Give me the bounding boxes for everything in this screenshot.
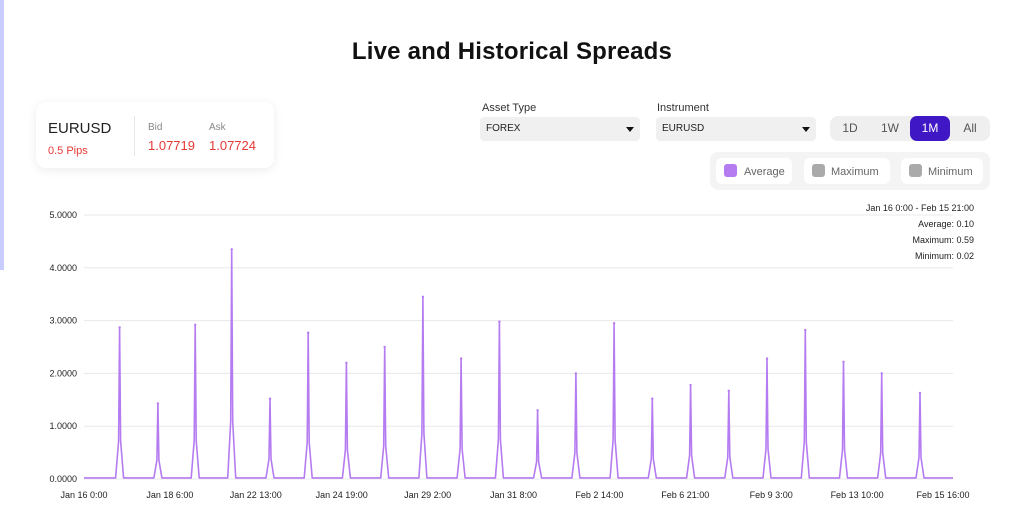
spread-peak-point xyxy=(842,360,845,363)
spread-peak-point xyxy=(307,331,310,334)
page-title: Live and Historical Spreads xyxy=(351,38,673,65)
asset-type-select[interactable]: FOREX xyxy=(480,117,640,141)
spread-peak-point xyxy=(574,372,578,375)
spread-peak-point xyxy=(383,345,386,349)
range-1d-button[interactable]: 1D xyxy=(842,121,858,135)
x-tick-label: Jan 29 2:00 xyxy=(404,490,451,500)
x-tick-label: Feb 15 16:00 xyxy=(916,490,969,500)
legend-minimum-swatch xyxy=(909,164,922,177)
x-tick-label: Jan 24 19:00 xyxy=(316,490,368,500)
legend-average-label: Average xyxy=(744,166,785,178)
range-1w-button[interactable]: 1W xyxy=(881,121,899,135)
x-tick-label: Feb 9 3:00 xyxy=(750,490,793,500)
ask-label: Ask xyxy=(209,122,226,133)
legend-maximum-toggle[interactable]: Maximum xyxy=(804,158,890,184)
instrument-label: Instrument xyxy=(657,102,709,114)
legend-maximum-swatch xyxy=(812,164,825,177)
instrument-value: EURUSD xyxy=(662,123,705,134)
spread-peak-point xyxy=(689,383,692,387)
y-tick-label: 1.0000 xyxy=(49,421,77,431)
y-tick-label: 3.0000 xyxy=(49,316,77,326)
x-tick-label: Feb 6 21:00 xyxy=(661,490,709,500)
spread-peak-point xyxy=(459,357,463,360)
spread-peak-point xyxy=(118,326,121,329)
time-range-selector: 1D 1W 1M All xyxy=(830,116,990,141)
x-tick-label: Jan 18 6:00 xyxy=(146,490,193,500)
quote-symbol: EURUSD xyxy=(48,120,112,137)
spread-peak-point xyxy=(612,322,616,325)
chart-tooltip: Jan 16 0:00 - Feb 15 21:00 Average: 0.10… xyxy=(866,200,974,264)
spread-peak-point xyxy=(536,409,539,412)
asset-type-label: Asset Type xyxy=(482,102,537,114)
spread-peak-point xyxy=(345,361,348,365)
x-tick-label: Feb 13 10:00 xyxy=(831,490,884,500)
legend-toggles: Average Maximum Minimum xyxy=(710,152,990,190)
ask-value: 1.07724 xyxy=(209,138,256,153)
spread-peak-point xyxy=(498,320,501,323)
tooltip-minimum: Minimum: 0.02 xyxy=(914,251,974,261)
tooltip-average: Average: 0.10 xyxy=(918,219,974,229)
x-tick-label: Jan 22 13:00 xyxy=(230,490,282,500)
legend-maximum-label: Maximum xyxy=(831,166,879,178)
range-1m-button[interactable]: 1M xyxy=(910,116,950,141)
quote-divider xyxy=(134,116,135,156)
spread-peak-point xyxy=(651,397,654,400)
y-tick-label: 5.0000 xyxy=(49,210,77,220)
legend-minimum-label: Minimum xyxy=(928,166,973,178)
spread-peak-point xyxy=(268,397,272,400)
x-tick-label: Jan 31 8:00 xyxy=(490,490,537,500)
chevron-down-icon xyxy=(802,127,810,132)
legend-average-swatch xyxy=(724,164,737,177)
range-all-button[interactable]: All xyxy=(963,121,977,135)
spread-peak-point xyxy=(230,248,233,251)
spread-peak-point xyxy=(156,402,160,405)
legend-minimum-toggle[interactable]: Minimum xyxy=(901,158,983,184)
spread-peak-point xyxy=(194,323,197,327)
tooltip-maximum: Maximum: 0.59 xyxy=(912,235,974,245)
legend-average-toggle[interactable]: Average xyxy=(716,158,792,184)
instrument-select[interactable]: EURUSD xyxy=(656,117,816,141)
spread-peak-point xyxy=(421,295,425,299)
chevron-down-icon xyxy=(626,127,634,132)
x-tick-label: Jan 16 0:00 xyxy=(60,490,107,500)
spread-peak-point xyxy=(804,328,807,332)
x-tick-label: Feb 2 14:00 xyxy=(575,490,623,500)
left-accent-bar xyxy=(0,0,4,270)
tooltip-range: Jan 16 0:00 - Feb 15 21:00 xyxy=(865,203,974,213)
spread-peak-point xyxy=(727,389,730,393)
spread-peak-point xyxy=(880,372,883,375)
bid-value: 1.07719 xyxy=(148,138,195,153)
spread-peak-point xyxy=(918,391,922,395)
spread-peak-point xyxy=(765,357,769,360)
quote-card: EURUSD 0.5 Pips Bid Ask 1.07719 1.07724 xyxy=(36,102,274,168)
quote-spread-pips: 0.5 Pips xyxy=(48,145,88,157)
y-tick-label: 0.0000 xyxy=(49,474,77,484)
asset-type-value: FOREX xyxy=(486,123,521,134)
y-tick-label: 4.0000 xyxy=(49,263,77,273)
average-series-line xyxy=(84,248,953,479)
bid-label: Bid xyxy=(148,122,163,133)
y-tick-label: 2.0000 xyxy=(49,368,77,378)
